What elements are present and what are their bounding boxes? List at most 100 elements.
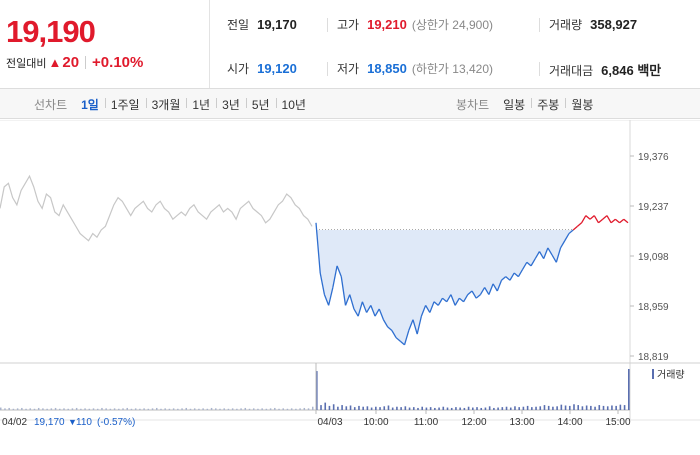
volume-bar (160, 408, 162, 410)
volume-bar (450, 407, 453, 410)
tab-10year[interactable]: 10년 (275, 96, 312, 113)
volume-bar (497, 407, 499, 410)
volume-bar (210, 407, 213, 410)
today-line-segment (572, 225, 578, 231)
today-line-segment (606, 215, 612, 224)
tab-3year[interactable]: 3년 (216, 96, 246, 113)
stat-prev-close: 전일 19,170 (227, 16, 297, 33)
volume-bar (564, 405, 567, 410)
volume-bar (147, 408, 150, 410)
stat-value: 358,927 (590, 17, 638, 32)
volume-bar (434, 407, 436, 410)
volume-bar (227, 408, 230, 410)
tab-3month[interactable]: 3개월 (145, 96, 187, 113)
volume-legend-label: 거래량 (657, 369, 685, 381)
volume-bar (244, 407, 247, 410)
y-tick-label: 18,819 (638, 352, 669, 363)
volume-bar (278, 408, 280, 410)
volume-bar (568, 405, 571, 410)
tab-monthly[interactable]: 월봉 (565, 96, 599, 113)
prev-day-label: 04/02 (2, 417, 27, 428)
below-prev-close-fill (316, 229, 628, 345)
quote-stats: 전일 19,170 고가 19,210 (상한가 24,900) 거래량 358… (211, 0, 700, 88)
volume-bar (198, 408, 200, 410)
today-line-segment (323, 294, 330, 306)
today-line-segment (623, 218, 629, 224)
volume-bar (33, 408, 36, 410)
volume-bar (101, 407, 103, 410)
today-line-segment (458, 297, 464, 303)
volume-bar (446, 407, 449, 410)
today-line-segment (555, 247, 562, 263)
volume-bar (429, 407, 432, 410)
volume-bar (480, 407, 483, 410)
volume-bar (282, 408, 284, 410)
tab-1day[interactable]: 1일 (81, 97, 99, 112)
today-line-segment (496, 280, 503, 292)
down-triangle-icon: ▼ (68, 417, 77, 427)
stat-divider (539, 18, 540, 32)
volume-bar (560, 404, 563, 410)
prev-day-line (0, 174, 313, 242)
y-tick-label: 18,959 (638, 302, 669, 313)
line-chart-label: 선차트 (34, 97, 68, 112)
chart-tab-bar: 선차트 1일 1주일 3개월 1년 3년 5년 10년 봉차트 일봉 주봉 월봉 (0, 89, 700, 119)
today-line-segment (315, 222, 321, 274)
today-line-segment (488, 283, 494, 295)
tab-weekly[interactable]: 주봉 (531, 96, 565, 113)
today-line-segment (425, 305, 431, 313)
today-line-segment (328, 287, 334, 306)
volume-bar (109, 408, 112, 410)
volume-bar (316, 371, 318, 410)
tab-daily[interactable]: 일봉 (503, 97, 526, 112)
today-line-segment (319, 272, 326, 295)
prev-day-change: 110 (76, 417, 92, 428)
volume-bar (130, 408, 133, 410)
x-tick-label: 15:00 (605, 417, 630, 428)
stat-value: 18,850 (367, 61, 407, 76)
volume-bar (370, 407, 373, 410)
today-line-segment (353, 308, 359, 317)
x-tick-label: 13:00 (509, 417, 534, 428)
prev-day-pct: (-0.57%) (97, 417, 135, 428)
volume-bar (274, 407, 276, 410)
volume-bar (573, 404, 575, 410)
volume-bar (181, 408, 183, 410)
today-line-segment (610, 218, 616, 224)
volume-bar (134, 408, 137, 410)
today-line-segment (505, 276, 511, 281)
volume-bar (547, 405, 550, 410)
volume-bar (358, 405, 360, 410)
volume-bar (80, 408, 82, 410)
x-tick-label: 14:00 (557, 417, 582, 428)
volume-bar (362, 406, 364, 410)
volume-bar (290, 408, 293, 410)
today-line-segment (534, 251, 541, 260)
tab-1week[interactable]: 1주일 (104, 96, 146, 113)
volume-bar (590, 405, 592, 410)
volume-bar (303, 407, 306, 410)
stat-divider (539, 62, 540, 76)
tab-5year[interactable]: 5년 (245, 96, 276, 113)
y-tick-label: 19,376 (638, 152, 669, 163)
today-line-segment (614, 218, 620, 224)
intraday-chart[interactable]: 19,376 19,237 19,098 18,959 18,819 거래량 04/03 10… (0, 119, 700, 450)
volume-bar (96, 408, 99, 410)
today-line-segment (551, 254, 557, 263)
volume-bar (535, 406, 537, 410)
volume-bar (286, 408, 289, 410)
tab-1year[interactable]: 1년 (186, 96, 216, 113)
stat-value: 6,846 백만 (601, 63, 662, 78)
chart-svg: 19,376 19,237 19,098 18,959 18,819 거래량 04/03 10… (0, 119, 700, 428)
volume-bar (463, 407, 466, 410)
volume-bar (345, 406, 348, 410)
stat-high: 고가 19,210 (상한가 24,900) (337, 16, 493, 33)
today-line-segment (412, 319, 418, 335)
volume-bar (71, 408, 74, 410)
volume-bar (164, 408, 166, 410)
stat-label: 거래량 (549, 18, 583, 32)
volume-bar (484, 407, 487, 410)
volume-bar (122, 408, 124, 410)
volume-bar (594, 406, 596, 410)
volume-bar (4, 408, 6, 410)
